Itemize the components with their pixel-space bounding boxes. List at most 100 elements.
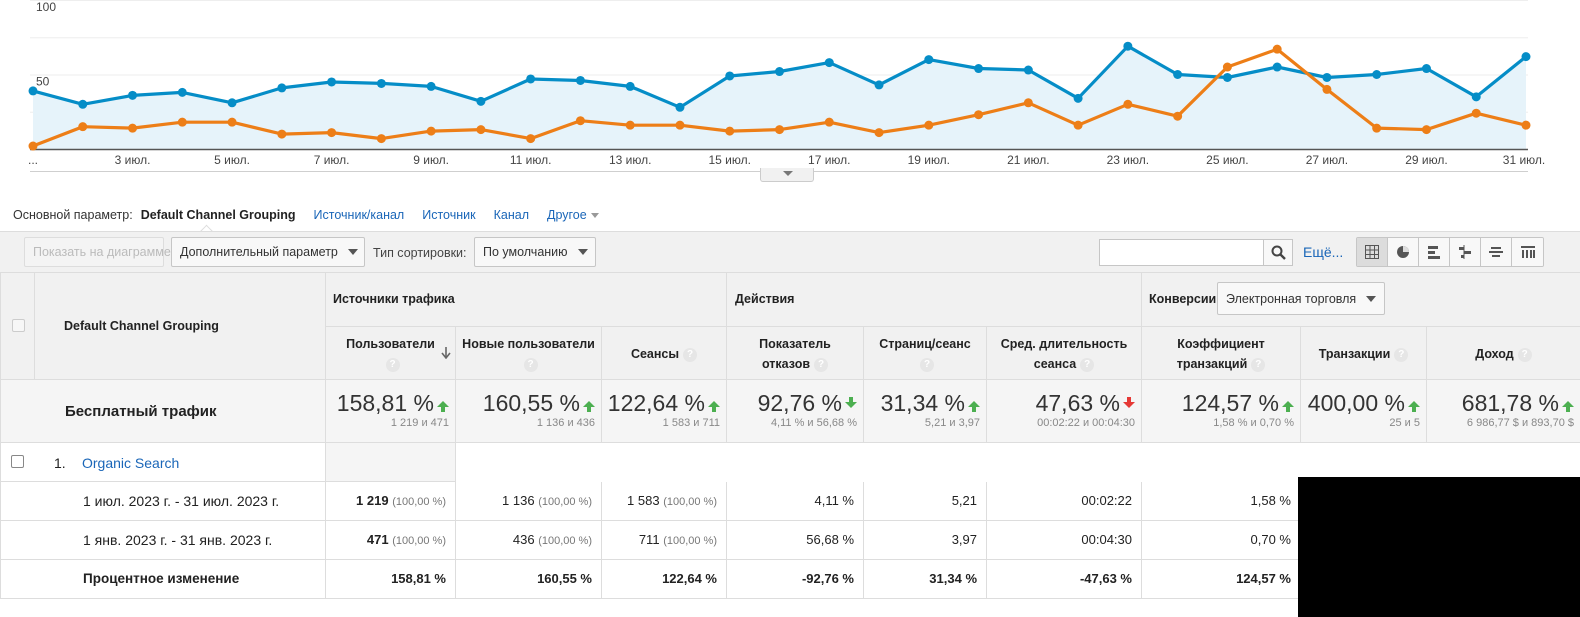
col-new-users-label: Новые пользователи — [462, 337, 595, 351]
cell-value: 160,55 % — [537, 571, 592, 586]
x-tick-label: 11 июл. — [510, 153, 552, 167]
help-icon[interactable]: ? — [1080, 357, 1095, 372]
data-point — [1471, 92, 1481, 102]
pivot-icon — [1520, 246, 1535, 258]
data-point — [824, 58, 834, 68]
table-cell: 471 (100,00 %) — [326, 521, 456, 560]
y-tick-label: 50 — [36, 75, 50, 89]
data-point — [974, 110, 984, 120]
help-icon[interactable]: ? — [1517, 347, 1532, 362]
chart-canvas: 100 50... 3 июл. 5 июл. 7 июл. 9 июл. 11 июл. 1… — [28, 0, 1545, 172]
dimension-header-cell[interactable]: Default Channel Grouping — [35, 273, 326, 380]
x-tick-label: 21 июл. — [1007, 153, 1049, 167]
data-point — [1023, 65, 1033, 75]
secondary-dimension-dropdown[interactable]: Дополнительный параметр — [171, 237, 365, 267]
col-conversion-rate-label-2: транзакций — [1176, 357, 1248, 371]
help-icon[interactable]: ? — [1394, 347, 1409, 362]
col-revenue[interactable]: Доход? — [1427, 327, 1580, 380]
col-users-label: Пользователи — [346, 337, 435, 351]
advanced-filter-link[interactable]: Ещё... — [1303, 244, 1344, 260]
plot-rows-button[interactable]: Показать на диаграмме — [24, 237, 171, 267]
help-icon[interactable]: ? — [920, 357, 934, 372]
search-button[interactable] — [1263, 239, 1293, 266]
sort-type-dropdown[interactable]: По умолчанию — [474, 237, 596, 267]
table-row: 1. Organic Search — [0, 443, 326, 482]
row-organic-search-link[interactable]: Organic Search — [82, 455, 180, 471]
view-data-button[interactable] — [1357, 238, 1388, 266]
table-cell: 1 583 (100,00 %) — [602, 482, 727, 521]
secondary-dimension-label: Дополнительный параметр — [180, 245, 338, 259]
col-users[interactable]: Пользователи ? — [326, 327, 456, 380]
data-point — [1421, 125, 1431, 135]
group-acquisition: Источники трафика — [326, 273, 727, 327]
dimension-header: Default Channel Grouping — [64, 319, 219, 333]
cell-value: 1 136 — [502, 493, 535, 508]
arrow-up-icon — [1408, 401, 1420, 412]
cell-value: 00:02:22 — [1081, 493, 1132, 508]
view-term-cloud-button[interactable] — [1481, 238, 1512, 266]
row-label: 1 янв. 2023 г. - 31 янв. 2023 г. — [83, 532, 273, 548]
dimension-source[interactable]: Источник — [422, 208, 476, 222]
cell-value: -47,63 % — [1079, 571, 1132, 586]
table-cell: -92,76 % — [727, 560, 864, 599]
col-avg-session-duration[interactable]: Сред. длительность сеанса? — [987, 327, 1142, 380]
data-point — [376, 134, 386, 144]
arrow-down-icon — [1123, 397, 1135, 408]
chart-collapse-toggle[interactable] — [760, 168, 814, 182]
data-point — [1073, 120, 1083, 130]
search-icon — [1271, 245, 1286, 260]
help-icon[interactable]: ? — [385, 357, 400, 372]
help-icon[interactable]: ? — [523, 357, 538, 372]
summary-compare-values: 1 219 и 471 — [390, 417, 449, 429]
row-checkbox[interactable] — [11, 455, 24, 468]
summary-cell: 92,76 % 4,11 % и 56,68 % — [727, 380, 864, 443]
arrow-up-icon — [1282, 401, 1294, 412]
col-transactions[interactable]: Транзакции? — [1301, 327, 1427, 380]
summary-cell: 400,00 % 25 и 5 — [1301, 380, 1427, 443]
col-conversion-rate[interactable]: Коэффициент транзакций? — [1142, 327, 1301, 380]
data-point — [675, 120, 685, 130]
select-all-checkbox[interactable] — [12, 319, 25, 332]
summary-compare-values: 6 986,77 $ и 893,70 $ — [1466, 417, 1574, 429]
pie-chart-icon — [1397, 246, 1409, 258]
help-icon[interactable]: ? — [1251, 357, 1266, 372]
help-icon[interactable]: ? — [683, 347, 698, 362]
x-tick-label: 5 июл. — [214, 153, 250, 167]
col-conversion-rate-label: Коэффициент — [1177, 337, 1265, 351]
dimension-medium[interactable]: Канал — [493, 208, 529, 222]
data-point — [1073, 93, 1083, 103]
dimension-other-dropdown[interactable]: Другое — [547, 208, 599, 222]
x-tick-label: 17 июл. — [808, 153, 850, 167]
summary-compare-values: 4,11 % и 56,68 % — [770, 417, 857, 429]
data-point — [177, 117, 187, 127]
view-pivot-button[interactable] — [1512, 238, 1543, 266]
dimension-default-channel-grouping[interactable]: Default Channel Grouping — [140, 208, 296, 222]
data-point — [924, 120, 934, 130]
data-point — [1023, 98, 1033, 108]
dimension-source-medium[interactable]: Источник/канал — [313, 208, 405, 222]
col-sessions[interactable]: Сеансы? — [602, 327, 727, 380]
table-view-switcher — [1356, 237, 1544, 267]
view-performance-button[interactable] — [1419, 238, 1450, 266]
col-new-users[interactable]: Новые пользователи ? — [456, 327, 602, 380]
chevron-down-icon — [1366, 295, 1377, 302]
data-point — [277, 83, 287, 93]
help-icon[interactable]: ? — [814, 357, 829, 372]
primary-dimension-label: Основной параметр: — [13, 208, 133, 222]
summary-change-value: 400,00 % — [1307, 390, 1405, 416]
summary-compare-values: 1,58 % и 0,70 % — [1213, 417, 1294, 429]
table-search-input[interactable] — [1099, 239, 1264, 266]
view-comparison-button[interactable] — [1450, 238, 1481, 266]
table-cell: 158,81 % — [326, 560, 456, 599]
arrow-up-icon — [968, 401, 980, 412]
arrow-up-icon — [437, 401, 449, 412]
conversion-type-dropdown[interactable]: Электронная торговля — [1217, 282, 1385, 315]
group-conversions: Конверсии Электронная торговля — [1142, 273, 1580, 327]
col-pages-per-session[interactable]: Страниц/сеанс ? — [864, 327, 987, 380]
data-point — [1173, 70, 1183, 79]
view-percentage-button[interactable] — [1388, 238, 1419, 266]
sort-type-label: Тип сортировки: — [373, 246, 467, 260]
data-point — [227, 98, 237, 108]
col-bounce-rate[interactable]: Показатель отказов? — [727, 327, 864, 380]
table-cell: 436 (100,00 %) — [456, 521, 602, 560]
